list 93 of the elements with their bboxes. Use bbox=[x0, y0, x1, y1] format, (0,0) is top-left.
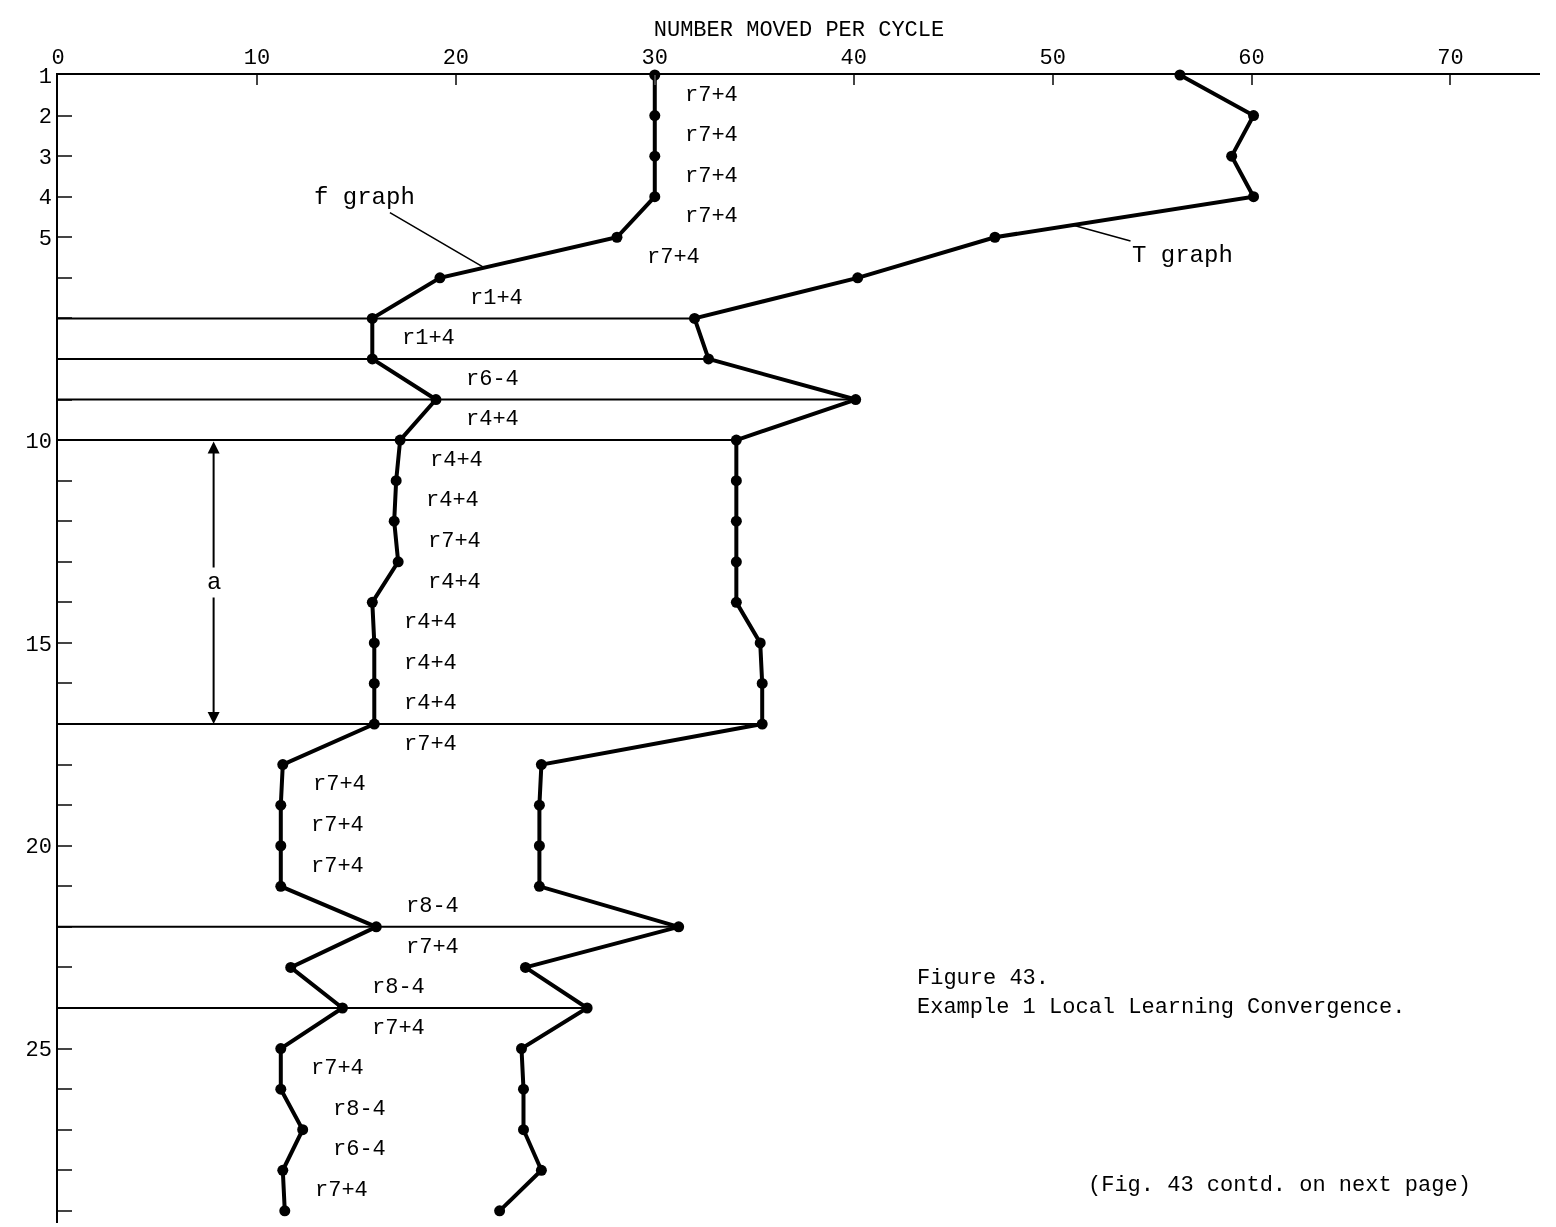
annotation: r1+4 bbox=[402, 326, 455, 351]
annotation: r7+4 bbox=[315, 1178, 368, 1203]
y-tick-label: 5 bbox=[38, 226, 52, 252]
point bbox=[535, 759, 547, 771]
point bbox=[277, 759, 289, 771]
annotation: r4+4 bbox=[404, 651, 457, 676]
x-tick-label: 70 bbox=[1437, 46, 1464, 72]
point bbox=[1248, 110, 1260, 122]
annotation: r7+4 bbox=[311, 1056, 364, 1081]
point bbox=[756, 677, 768, 689]
annotation: r7+4 bbox=[685, 204, 738, 229]
x-tick-label: 40 bbox=[840, 46, 867, 72]
annotation: a bbox=[207, 569, 222, 596]
point bbox=[366, 596, 378, 608]
annotation: (Fig. 43 contd. on next page) bbox=[1088, 1173, 1471, 1198]
point bbox=[1226, 150, 1238, 162]
point bbox=[649, 150, 661, 162]
y-tick-label: 25 bbox=[25, 1038, 52, 1064]
point bbox=[434, 272, 446, 284]
annotation: r7+4 bbox=[372, 1016, 425, 1041]
point bbox=[989, 231, 1001, 243]
point bbox=[533, 880, 545, 892]
point bbox=[275, 799, 287, 811]
annotation: r4+4 bbox=[428, 570, 481, 595]
point bbox=[754, 637, 766, 649]
point bbox=[730, 596, 742, 608]
annotation: r4+4 bbox=[404, 610, 457, 635]
y-tick-label: 3 bbox=[38, 145, 52, 171]
point bbox=[730, 515, 742, 527]
point bbox=[649, 191, 661, 203]
point bbox=[275, 840, 287, 852]
point bbox=[494, 1205, 506, 1217]
x-tick-label: 30 bbox=[641, 46, 668, 72]
point bbox=[517, 1124, 529, 1136]
point bbox=[392, 556, 404, 568]
annotation: r4+4 bbox=[430, 448, 483, 473]
point bbox=[368, 677, 380, 689]
point bbox=[533, 799, 545, 811]
y-tick-label: 15 bbox=[25, 632, 52, 658]
annotation: r7+4 bbox=[313, 772, 366, 797]
annotation: r7+4 bbox=[311, 813, 364, 838]
annotation: r7+4 bbox=[647, 245, 700, 270]
x-axis-title: NUMBER MOVED PER CYCLE bbox=[653, 17, 945, 43]
y-tick-label: 20 bbox=[25, 835, 52, 861]
annotation: r1+4 bbox=[470, 286, 523, 311]
point bbox=[277, 1164, 289, 1176]
annotation: r4+4 bbox=[466, 407, 519, 432]
annotation: r7+4 bbox=[685, 83, 738, 108]
point bbox=[390, 475, 402, 487]
annotation: r6-4 bbox=[466, 367, 519, 392]
annotation: r7+4 bbox=[685, 123, 738, 148]
point bbox=[285, 961, 297, 973]
annotation: r8-4 bbox=[333, 1097, 386, 1122]
point bbox=[517, 1083, 529, 1095]
y-tick-label: 1 bbox=[38, 64, 52, 90]
y-tick-label: 4 bbox=[38, 186, 52, 212]
point bbox=[535, 1164, 547, 1176]
x-tick-label: 60 bbox=[1238, 46, 1265, 72]
point bbox=[279, 1205, 291, 1217]
annotation: r6-4 bbox=[333, 1137, 386, 1162]
annotation: r7+4 bbox=[311, 854, 364, 879]
annotation: r4+4 bbox=[426, 488, 479, 513]
point bbox=[649, 110, 661, 122]
point bbox=[533, 840, 545, 852]
x-tick-label: 20 bbox=[442, 46, 470, 72]
point bbox=[852, 272, 864, 284]
y-tick-label: 10 bbox=[25, 429, 52, 455]
point bbox=[611, 231, 623, 243]
point bbox=[275, 880, 287, 892]
point bbox=[297, 1124, 309, 1136]
point bbox=[275, 1043, 287, 1055]
point bbox=[388, 515, 400, 527]
annotation: r7+4 bbox=[404, 732, 457, 757]
point bbox=[516, 1043, 527, 1055]
y-tick-label: 2 bbox=[38, 105, 52, 131]
point bbox=[519, 961, 531, 973]
text: f graph bbox=[314, 184, 415, 211]
annotation: r8-4 bbox=[406, 894, 459, 919]
annotation: r7+4 bbox=[428, 529, 481, 554]
point bbox=[730, 556, 742, 568]
series-label: T graph bbox=[1132, 242, 1233, 269]
annotation: r4+4 bbox=[404, 691, 457, 716]
x-tick-label: 50 bbox=[1039, 46, 1066, 72]
point bbox=[275, 1083, 287, 1095]
annotation: r7+4 bbox=[685, 164, 738, 189]
point bbox=[368, 637, 380, 649]
x-tick-label: 0 bbox=[51, 46, 65, 72]
x-tick-label: 10 bbox=[243, 46, 271, 72]
annotation: r7+4 bbox=[406, 935, 459, 960]
point bbox=[730, 475, 742, 487]
annotation: Figure 43. Example 1 Local Learning Convergence. bbox=[917, 966, 1406, 1020]
annotation: r8-4 bbox=[372, 975, 425, 1000]
point bbox=[1248, 191, 1260, 203]
